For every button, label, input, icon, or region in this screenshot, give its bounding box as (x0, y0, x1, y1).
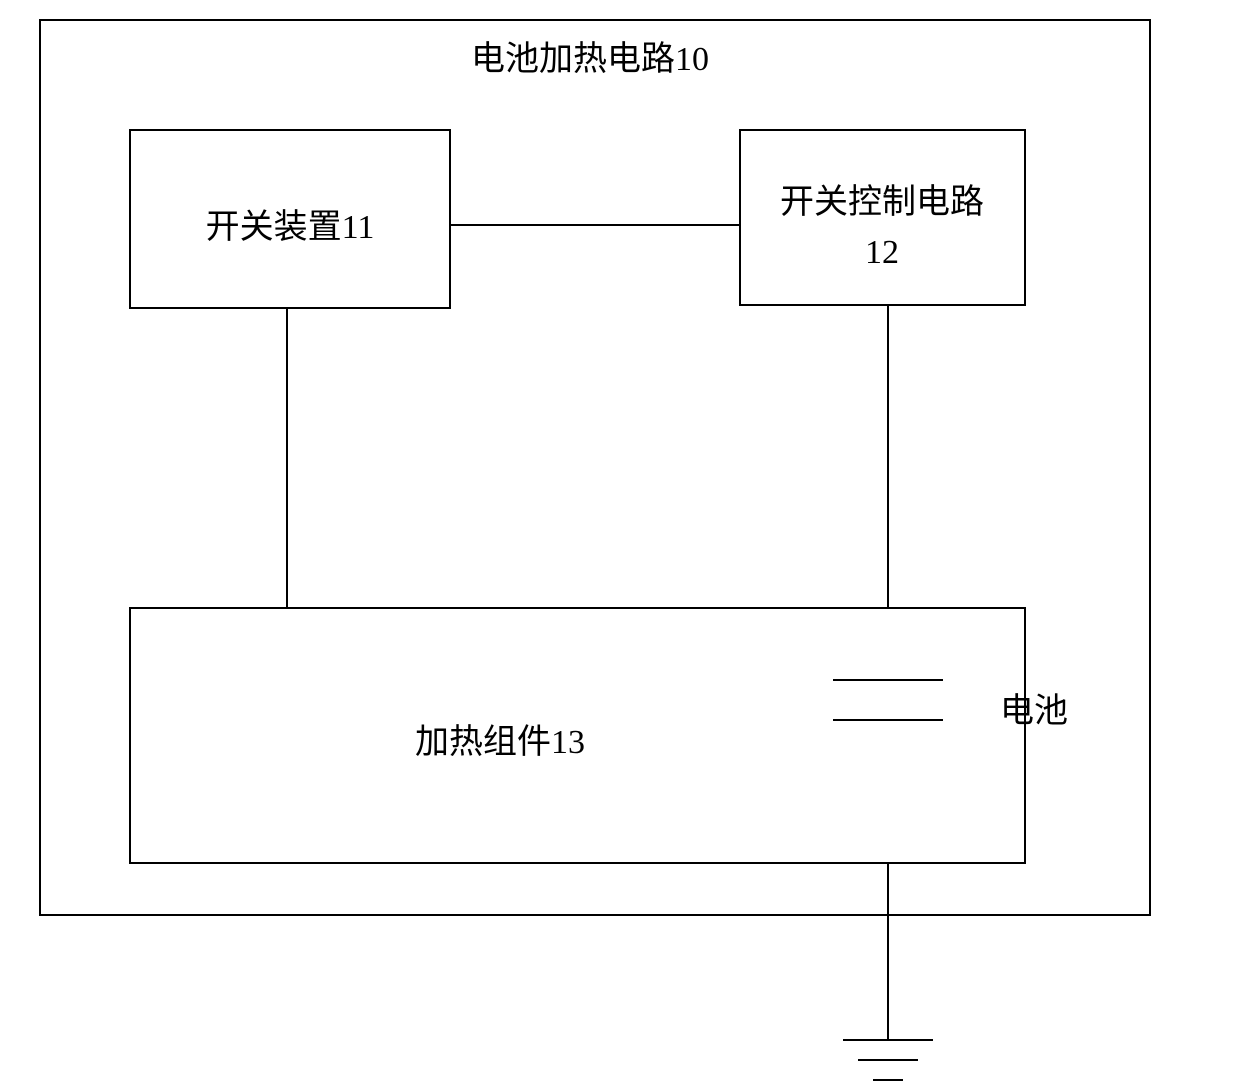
switch-device-label: 开关装置11 (206, 208, 375, 246)
diagram-stage: 电池加热电路10 开关装置11 开关控制电路 12 加热组件13 电池 (0, 0, 1240, 1091)
switch-control-line1: 开关控制电路 (780, 183, 984, 221)
outer-box (40, 20, 1150, 915)
heating-component-label: 加热组件13 (415, 723, 585, 761)
switch-control-line2: 12 (865, 234, 899, 271)
outer-box-title: 电池加热电路10 (471, 40, 709, 78)
battery-label: 电池 (1000, 692, 1068, 730)
diagram-svg: 电池加热电路10 开关装置11 开关控制电路 12 加热组件13 电池 (0, 0, 1240, 1091)
